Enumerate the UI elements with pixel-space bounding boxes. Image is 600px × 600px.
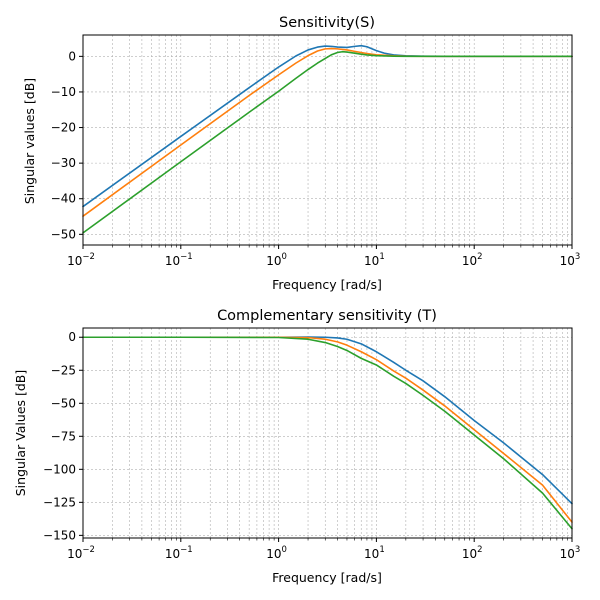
plot-frame (82, 34, 573, 246)
series-line-2 (82, 47, 573, 217)
series-line-1 (82, 336, 573, 505)
x-tick-label: 103 (560, 252, 581, 268)
y-tick-label: −50 (51, 396, 76, 410)
series-line-3 (82, 336, 573, 530)
x-axis-label: Frequency [rad/s] (272, 277, 382, 292)
x-tick-label: 10−2 (67, 252, 95, 268)
y-axis-label: Singular values [dB] (22, 78, 37, 204)
series-lines (82, 44, 573, 234)
chart-title: Sensitivity(S) (279, 15, 375, 31)
sensitivity-chart: Sensitivity(S) Frequency [rad/s] Singula… (22, 15, 580, 292)
grid (82, 328, 573, 538)
grid (82, 35, 573, 245)
x-tick-label: 103 (560, 545, 581, 561)
y-tick-label: 0 (68, 330, 76, 344)
plot-frame (82, 327, 573, 539)
axis-ticks: 10−2 10−1 100 101 102 103 0 −10 −20 −30 −40 −50 (51, 49, 581, 268)
x-tick-label: 102 (462, 252, 483, 268)
y-tick-label: −25 (51, 363, 76, 377)
x-axis-label: Frequency [rad/s] (272, 570, 382, 585)
series-line-3 (82, 50, 573, 234)
x-tick-label: 10−2 (67, 545, 95, 561)
y-tick-label: 0 (68, 49, 76, 63)
y-tick-label: −10 (51, 85, 76, 99)
y-tick-label: −30 (51, 156, 76, 170)
chart-title: Complementary sensitivity (T) (217, 308, 437, 324)
series-line-2 (82, 336, 573, 523)
series-line-1 (82, 44, 573, 208)
series-lines (82, 336, 573, 530)
x-tick-label: 102 (462, 545, 483, 561)
y-tick-label: −75 (51, 429, 76, 443)
y-axis-label: Singular Values [dB] (13, 370, 28, 497)
y-tick-label: −150 (43, 528, 76, 542)
x-tick-label: 101 (364, 252, 385, 268)
x-tick-label: 100 (266, 545, 287, 561)
x-tick-label: 101 (364, 545, 385, 561)
axis-ticks: 10−2 10−1 100 101 102 103 0 −25 −50 −75 −100 −125 −1… (43, 330, 580, 561)
y-tick-label: −125 (43, 495, 76, 509)
y-tick-label: −40 (51, 192, 76, 206)
y-tick-label: −50 (51, 227, 76, 241)
x-tick-label: 10−1 (165, 545, 193, 561)
x-tick-label: 100 (266, 252, 287, 268)
y-tick-label: −20 (51, 121, 76, 135)
y-tick-label: −100 (43, 462, 76, 476)
x-tick-label: 10−1 (165, 252, 193, 268)
complementary-sensitivity-chart: Complementary sensitivity (T) Frequency … (13, 308, 580, 585)
